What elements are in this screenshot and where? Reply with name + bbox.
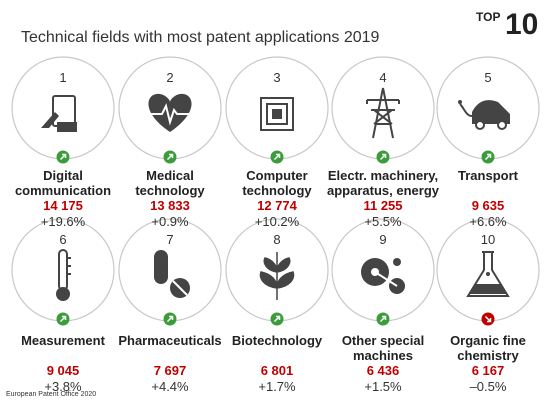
field-value: 7 697 [120, 363, 220, 378]
rank: 2 [150, 70, 190, 85]
field-change: +19.6% [13, 214, 113, 229]
trend-arrow [377, 151, 390, 164]
field-name: Measurement [7, 333, 119, 348]
field-name: Transport [432, 168, 544, 183]
rank: 6 [43, 232, 83, 247]
field-value: 6 167 [438, 363, 538, 378]
trend-arrow [57, 313, 70, 326]
field-value: 6 801 [227, 363, 327, 378]
field-name: Digital communication [7, 168, 119, 198]
field-name: Electr. machinery, apparatus, energy [327, 168, 439, 198]
trend-arrow [164, 151, 177, 164]
title: Technical fields with most patent applic… [21, 29, 379, 47]
rank: 4 [363, 70, 403, 85]
field-value: 13 833 [120, 198, 220, 213]
field-value: 11 255 [333, 198, 433, 213]
trend-arrow [482, 313, 495, 326]
rank: 1 [43, 70, 83, 85]
rank: 9 [363, 232, 403, 247]
field-change: +0.9% [120, 214, 220, 229]
field-value: 6 436 [333, 363, 433, 378]
field-change: +4.4% [120, 379, 220, 394]
field-change: +6.6% [438, 214, 538, 229]
infographic: Technical fields with most patent applic… [0, 0, 557, 404]
rank: 10 [468, 232, 508, 247]
rank: 5 [468, 70, 508, 85]
rank: 7 [150, 232, 190, 247]
field-change: +10.2% [227, 214, 327, 229]
trend-arrow [271, 313, 284, 326]
badge-number: 10 [505, 8, 538, 42]
trend-arrow [482, 151, 495, 164]
rank: 3 [257, 70, 297, 85]
field-change: +1.5% [333, 379, 433, 394]
field-value: 14 175 [13, 198, 113, 213]
trend-arrow [57, 151, 70, 164]
field-name: Organic fine chemistry [432, 333, 544, 363]
field-change: +3.8% [13, 379, 113, 394]
rank: 8 [257, 232, 297, 247]
field-change: –0.5% [438, 379, 538, 394]
field-name: Computer technology [221, 168, 333, 198]
field-value: 9 635 [438, 198, 538, 213]
field-value: 12 774 [227, 198, 327, 213]
field-name: Other special machines [327, 333, 439, 363]
badge-label: TOP [476, 10, 500, 24]
field-change: +5.5% [333, 214, 433, 229]
field-change: +1.7% [227, 379, 327, 394]
trend-arrow [377, 313, 390, 326]
field-value: 9 045 [13, 363, 113, 378]
trend-arrow [271, 151, 284, 164]
trend-arrow [164, 313, 177, 326]
field-name: Biotechnology [221, 333, 333, 348]
field-name: Pharmaceuticals [114, 333, 226, 348]
field-name: Medical technology [114, 168, 226, 198]
